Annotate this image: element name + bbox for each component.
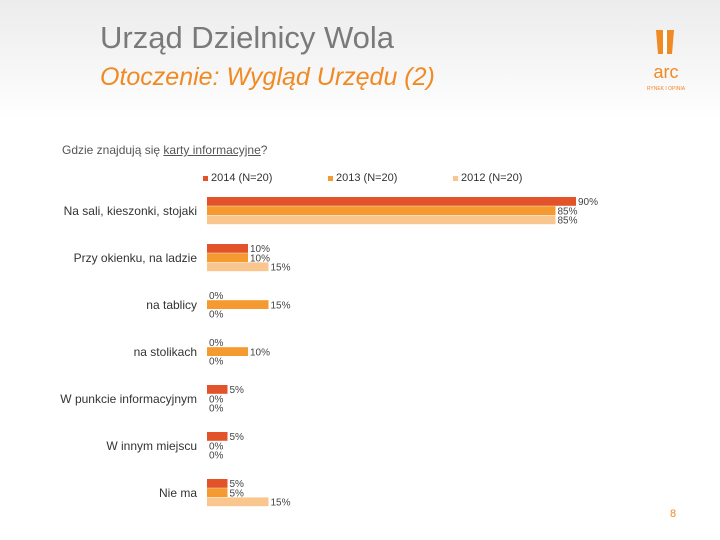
page-subtitle: Otoczenie: Wygląd Urzędu (2) — [100, 63, 435, 91]
bar-2014-0 — [207, 197, 576, 206]
data-label: 15% — [271, 300, 291, 311]
data-label: 0% — [209, 441, 224, 452]
question-underlined: karty informacyjne — [163, 143, 261, 157]
data-label: 0% — [209, 357, 224, 368]
data-label: 5% — [230, 385, 245, 396]
data-label: 5% — [230, 479, 245, 490]
data-label: 0% — [209, 338, 224, 349]
legend-label-2013: 2013 (N=20) — [336, 172, 398, 184]
legend-item-2013: 2013 (N=20) — [328, 172, 397, 184]
bar-2013-3 — [207, 347, 248, 356]
data-label: 15% — [271, 263, 291, 274]
bar-2012-6 — [207, 497, 269, 507]
legend-item-2012: 2012 (N=20) — [453, 172, 522, 184]
data-label: 0% — [209, 310, 224, 321]
question-prefix: Gdzie znajdują się — [62, 143, 164, 157]
category-label: na stolikach — [134, 345, 197, 359]
page-number: 8 — [670, 508, 677, 520]
legend-item-2014: 2014 (N=20) — [203, 172, 272, 184]
category-label: Nie ma — [159, 486, 197, 500]
legend-label-2014: 2014 (N=20) — [211, 172, 273, 184]
data-label: 10% — [250, 253, 270, 264]
bar-2014-4 — [207, 385, 228, 394]
legend-swatch-2012 — [453, 175, 458, 181]
bar-2013-1 — [207, 253, 248, 262]
legend-label-2012: 2012 (N=20) — [461, 172, 523, 184]
category-label: Na sali, kieszonki, stojaki — [64, 204, 197, 218]
data-label: 5% — [230, 432, 245, 443]
data-label: 5% — [230, 488, 245, 499]
category-label: na tablicy — [146, 298, 197, 312]
bar-2014-5 — [207, 432, 228, 441]
category-label: W punkcie informacyjnym — [60, 392, 197, 406]
data-label: 15% — [271, 498, 291, 509]
survey-question: Gdzie znajdują się karty informacyjne? — [62, 143, 267, 157]
logo-wordmark: arc — [653, 62, 678, 82]
data-label: 85% — [558, 216, 578, 227]
page-title: Urząd Dzielnicy Wola — [100, 20, 395, 55]
data-label: 0% — [209, 451, 224, 462]
header-background — [0, 0, 720, 120]
bar-2014-1 — [207, 244, 248, 253]
bar-2012-0 — [207, 215, 556, 225]
bar-2014-6 — [207, 479, 228, 488]
bar-2012-1 — [207, 262, 269, 272]
data-label: 0% — [209, 394, 224, 405]
data-label: 0% — [209, 404, 224, 415]
data-label: 85% — [558, 206, 578, 217]
data-label: 0% — [209, 291, 224, 302]
bar-2013-2 — [207, 300, 269, 309]
data-label: 10% — [250, 244, 270, 255]
category-label: Przy okienku, na ladzie — [74, 251, 198, 265]
question-suffix: ? — [260, 143, 268, 157]
data-label: 10% — [250, 347, 270, 358]
data-label: 90% — [578, 197, 598, 208]
legend-swatch-2014 — [203, 175, 208, 181]
logo-subtext: RYNEK I OPINIA — [647, 86, 686, 92]
category-label: W innym miejscu — [106, 439, 197, 453]
arc-logo: arc RYNEK I OPINIA — [647, 30, 686, 92]
bar-2013-6 — [207, 488, 228, 497]
legend-swatch-2013 — [328, 175, 333, 181]
bar-2013-0 — [207, 206, 556, 215]
